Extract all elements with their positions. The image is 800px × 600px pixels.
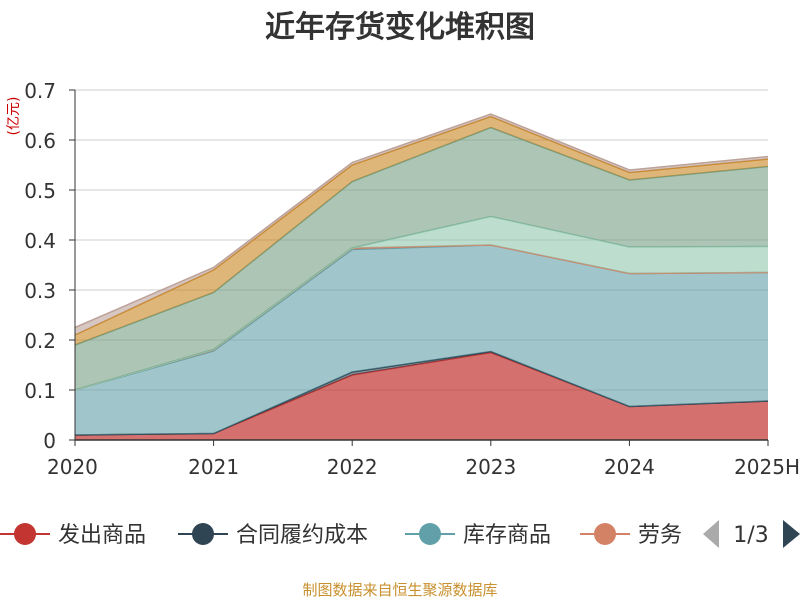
legend-marker-icon: [594, 523, 616, 545]
axes: 0 0.1 0.2 0.3 0.4 0.5 0.6 0.7 2020 2021 2022 2023 20…: [24, 79, 800, 479]
legend-marker-icon: [14, 523, 36, 545]
area-series-6: [75, 127, 768, 390]
legend-page-indicator: 1/3: [733, 523, 768, 548]
legend-marker-icon: [419, 523, 441, 545]
legend-prev-page-icon[interactable]: [703, 520, 719, 548]
source-note: 制图数据来自恒生聚源数据库: [302, 581, 497, 599]
legend-marker-icon: [192, 523, 214, 545]
x-tick-label: 2022: [327, 455, 378, 479]
chart-title: 近年存货变化堆积图: [265, 10, 535, 45]
y-tick-label: 0.3: [24, 279, 56, 303]
y-axis-unit-label: (亿元): [6, 97, 22, 136]
legend-label: 发出商品: [58, 523, 146, 548]
area-series-line-8: [74, 113, 769, 329]
y-tick-label: 0.1: [24, 379, 56, 403]
y-tick-label: 0.6: [24, 129, 56, 153]
x-tick-label: 2020: [47, 455, 98, 479]
legend-item[interactable]: 合同履约成本: [178, 523, 368, 548]
legend-label: 合同履约成本: [236, 523, 368, 548]
legend-label: 劳务: [638, 523, 682, 548]
legend-label: 库存商品: [463, 523, 551, 548]
x-tick-label: 2021: [188, 455, 239, 479]
area-series-5: [75, 216, 768, 390]
y-tick-label: 0: [43, 429, 56, 453]
legend-item[interactable]: 劳务: [580, 523, 682, 548]
x-tick-label: 2023: [465, 455, 516, 479]
legend-next-page-icon[interactable]: [783, 520, 800, 548]
x-tick-label: 2024: [604, 455, 655, 479]
legend-item[interactable]: 发出商品: [0, 523, 146, 548]
area-series-layer: [74, 113, 769, 440]
area-series-1: [75, 352, 768, 440]
y-tick-label: 0.5: [24, 179, 56, 203]
x-tick-label: 2025H: [734, 455, 800, 479]
legend-item[interactable]: 库存商品: [405, 523, 551, 548]
area-series-3: [75, 245, 768, 435]
legend: 发出商品 合同履约成本 库存商品 劳务 1/3: [0, 505, 800, 565]
y-tick-label: 0.2: [24, 329, 56, 353]
y-tick-label: 0.4: [24, 229, 56, 253]
y-tick-label: 0.7: [24, 79, 56, 103]
